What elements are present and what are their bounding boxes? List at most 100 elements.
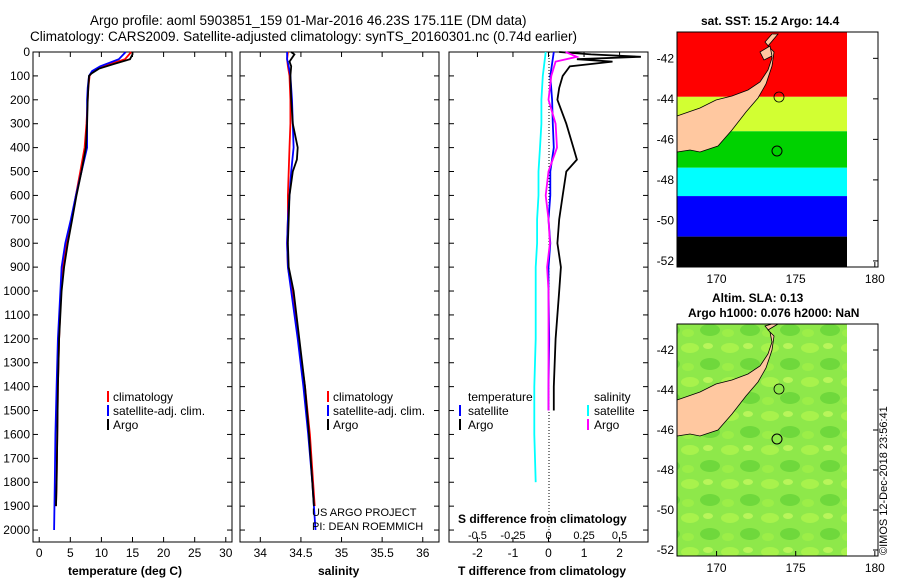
salinity-legend: climatology satellite-adj. clim. Argo xyxy=(327,390,425,432)
series-line xyxy=(544,51,580,411)
legend-title-temperature: temperature xyxy=(468,390,533,404)
y-tick-label: -50 xyxy=(657,213,675,227)
x-tick-label: 5 xyxy=(67,546,74,560)
y-tick-label: -44 xyxy=(657,92,675,106)
y-tick-label: 900 xyxy=(10,260,30,274)
float-position-marker xyxy=(771,145,783,157)
y-tick-label: 1100 xyxy=(4,308,30,322)
legend-label-argo: Argo xyxy=(113,418,139,432)
y-tick-label: 400 xyxy=(10,141,30,155)
sst-map-frame xyxy=(676,31,879,268)
project-label: US ARGO PROJECT xyxy=(312,507,417,519)
legend-label-climatology: climatology xyxy=(113,390,173,404)
difference-y-ticks xyxy=(449,51,648,531)
chatham-rise-contour xyxy=(773,383,785,395)
x-tick-label: 25 xyxy=(188,546,202,560)
sla-map-axes: 170 175 180 -42 -44 -46 -48 -50 -52 xyxy=(657,343,886,575)
x-tick-label: 10 xyxy=(95,546,109,560)
y-tick-label: 1600 xyxy=(3,427,30,441)
x-tick-label: 0 xyxy=(545,546,552,560)
sla-map-title-line2: Argo h1000: 0.076 h2000: NaN xyxy=(688,306,859,320)
y-tick-label: 1400 xyxy=(3,380,30,394)
series-line xyxy=(286,51,315,507)
sst-band xyxy=(677,236,847,268)
sst-map-panel: sat. SST: 15.2 Argo: 14.4 170 175 180 -42 -4… xyxy=(657,14,886,286)
series-line xyxy=(55,52,134,507)
sst-map-axes: 170 175 180 -42 -44 -46 -48 -50 -52 xyxy=(657,51,886,286)
y-tick-label: 1300 xyxy=(3,356,30,370)
y-tick-label: 300 xyxy=(10,117,30,131)
y-tick-label: -48 xyxy=(657,463,675,477)
x-tick-label: 1 xyxy=(581,546,588,560)
y-tick-label: 1000 xyxy=(3,284,30,298)
series-line xyxy=(53,51,127,531)
s-difference-axis-label: S difference from climatology xyxy=(458,512,627,526)
y-tick-label: 800 xyxy=(10,236,30,250)
y-tick-label: 700 xyxy=(10,212,30,226)
new-zealand-land xyxy=(676,323,780,437)
sst-map-title: sat. SST: 15.2 Argo: 14.4 xyxy=(701,14,840,28)
sst-no-data xyxy=(847,32,878,267)
legend-label-sal-satellite: satellite xyxy=(594,404,635,418)
legend-label-temp-satellite: satellite xyxy=(468,404,509,418)
sst-band xyxy=(677,196,847,237)
x-tick-label: 0 xyxy=(545,530,551,542)
y-tick-label: 1700 xyxy=(3,451,30,465)
y-tick-label: -52 xyxy=(657,543,675,557)
x-tick-label: 170 xyxy=(707,561,727,575)
y-tick-label: 1800 xyxy=(3,475,30,489)
y-tick-label: -48 xyxy=(657,173,675,187)
x-tick-label: 35 xyxy=(335,546,349,560)
x-tick-label: -0.25 xyxy=(500,530,525,542)
y-tick-label: 1900 xyxy=(3,499,30,513)
y-tick-label: 0 xyxy=(23,45,30,59)
y-tick-label: -44 xyxy=(657,383,675,397)
x-tick-label: 180 xyxy=(865,561,885,575)
y-tick-label: 2000 xyxy=(3,523,30,537)
difference-series xyxy=(533,51,641,483)
sla-map-panel: Altim. SLA: 0.13 Argo h1000: 0.076 h2000… xyxy=(657,291,886,575)
float-position-marker xyxy=(771,433,783,445)
x-tick-label: 170 xyxy=(707,272,727,286)
sst-band xyxy=(677,167,847,197)
temperature-legend: climatology satellite-adj. clim. Argo xyxy=(107,390,205,432)
x-tick-label: 20 xyxy=(157,546,171,560)
chatham-rise-contour xyxy=(773,91,785,103)
sla-map-frame xyxy=(676,323,879,557)
legend-label-temp-argo: Argo xyxy=(468,418,494,432)
x-tick-label: -1 xyxy=(508,546,519,560)
sla-no-data xyxy=(847,324,878,556)
s-difference-tick-labels: -0.5 -0.25 0 0.25 0.5 xyxy=(468,530,627,542)
series-line xyxy=(533,51,547,483)
x-tick-label: 0 xyxy=(36,546,43,560)
t-difference-axis-label: T difference from climatology xyxy=(458,564,626,578)
difference-x-axis: -2 -1 0 1 2 xyxy=(472,52,623,560)
y-tick-label: -50 xyxy=(657,503,675,517)
new-zealand-land xyxy=(676,33,779,153)
salinity-axis-label: salinity xyxy=(318,564,360,578)
legend-label-climatology: climatology xyxy=(333,390,393,404)
copyright-stamp: ©IMOS 12-Dec-2018 23:56:41 xyxy=(878,406,890,555)
difference-legend: temperature satellite Argo salinity sate… xyxy=(459,390,635,432)
x-tick-label: 175 xyxy=(786,561,806,575)
x-tick-label: 36 xyxy=(416,546,430,560)
x-tick-label: 180 xyxy=(865,272,885,286)
x-tick-label: -0.5 xyxy=(468,530,487,542)
x-tick-label: 0.25 xyxy=(573,530,594,542)
x-tick-label: -2 xyxy=(472,546,483,560)
x-tick-label: 175 xyxy=(786,272,806,286)
sla-map-title-line1: Altim. SLA: 0.13 xyxy=(712,291,804,305)
y-tick-label: 500 xyxy=(10,165,30,179)
legend-label-sal-argo: Argo xyxy=(594,418,620,432)
y-tick-label: 100 xyxy=(10,69,30,83)
y-tick-label: -52 xyxy=(657,254,675,268)
temperature-axis-label: temperature (deg C) xyxy=(68,564,182,578)
x-tick-label: 15 xyxy=(126,546,140,560)
temperature-x-axis: 0 5 10 15 20 25 30 xyxy=(36,52,233,560)
x-tick-label: 30 xyxy=(219,546,233,560)
legend-title-salinity: salinity xyxy=(594,390,631,404)
legend-label-satellite: satellite-adj. clim. xyxy=(333,404,425,418)
y-tick-label: 1500 xyxy=(3,404,30,418)
y-tick-label: -42 xyxy=(657,51,675,65)
